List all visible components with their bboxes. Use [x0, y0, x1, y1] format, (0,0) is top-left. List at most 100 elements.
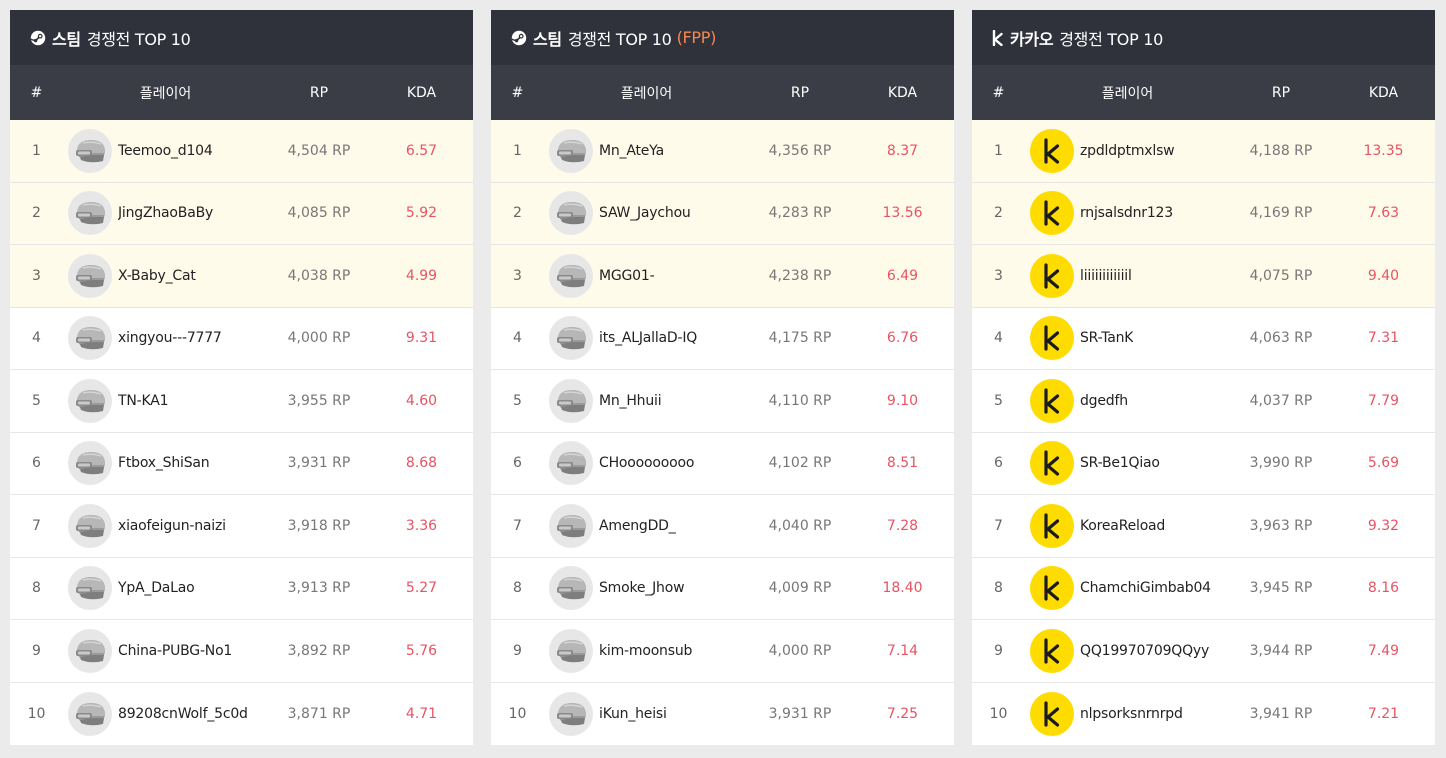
player-name[interactable]: dgedfh: [1080, 392, 1128, 409]
player-cell[interactable]: 89208cnWolf_5c0d: [63, 691, 268, 736]
player-name[interactable]: Ftbox_ShiSan: [118, 455, 210, 472]
player-cell[interactable]: YpA_DaLao: [63, 566, 268, 611]
player-cell[interactable]: Mn_AteYa: [544, 128, 749, 173]
player-name[interactable]: TN-KA1: [118, 392, 169, 409]
player-name[interactable]: ChamchiGimbab04: [1080, 580, 1211, 597]
player-cell[interactable]: KoreaReload: [1025, 503, 1230, 548]
rp-value: 3,944 RP: [1249, 642, 1313, 659]
table-row[interactable]: 7 AmengDD_ 4,040 RP 7.28: [491, 495, 954, 558]
player-name[interactable]: zpdldptmxlsw: [1080, 142, 1175, 159]
player-cell[interactable]: zpdldptmxlsw: [1025, 128, 1230, 173]
table-row[interactable]: 3 X-Baby_Cat 4,038 RP 4.99: [10, 245, 473, 308]
player-cell[interactable]: its_ALJallaD-IQ: [544, 316, 749, 361]
player-cell[interactable]: xiaofeigun-naizi: [63, 503, 268, 548]
player-name[interactable]: liiiiiiiiiiiil: [1080, 267, 1132, 284]
kda-value: 5.76: [405, 642, 438, 659]
player-cell[interactable]: xingyou---7777: [63, 316, 268, 361]
player-cell[interactable]: JingZhaoBaBy: [63, 191, 268, 236]
player-cell[interactable]: Ftbox_ShiSan: [63, 441, 268, 486]
mode-tag: (FPP): [676, 28, 717, 47]
player-name[interactable]: JingZhaoBaBy: [118, 205, 214, 222]
table-row[interactable]: 4 its_ALJallaD-IQ 4,175 RP 6.76: [491, 308, 954, 370]
table-row[interactable]: 8 Smoke_Jhow 4,009 RP 18.40: [491, 558, 954, 620]
player-name[interactable]: iKun_heisi: [599, 705, 667, 722]
table-row[interactable]: 7 KoreaReload 3,963 RP 9.32: [972, 495, 1435, 558]
player-cell[interactable]: iKun_heisi: [544, 691, 749, 736]
player-name[interactable]: CHooooooooo: [599, 455, 695, 472]
player-cell[interactable]: X-Baby_Cat: [63, 253, 268, 298]
player-cell[interactable]: nlpsorksnrnrpd: [1025, 691, 1230, 736]
player-name[interactable]: Mn_AteYa: [599, 142, 664, 159]
table-row[interactable]: 6 CHooooooooo 4,102 RP 8.51: [491, 433, 954, 495]
player-cell[interactable]: QQ19970709QQyy: [1025, 628, 1230, 673]
kakao-k-icon: [1030, 691, 1074, 736]
player-name[interactable]: rnjsalsdnr123: [1080, 205, 1173, 222]
player-cell[interactable]: SAW_Jaychou: [544, 191, 749, 236]
player-cell[interactable]: MGG01-: [544, 253, 749, 298]
player-cell[interactable]: TN-KA1: [63, 378, 268, 423]
player-name[interactable]: its_ALJallaD-IQ: [599, 330, 698, 347]
table-row[interactable]: 10 89208cnWolf_5c0d 3,871 RP 4.71: [10, 683, 473, 746]
player-cell[interactable]: AmengDD_: [544, 503, 749, 548]
player-cell[interactable]: ChamchiGimbab04: [1025, 566, 1230, 611]
player-name[interactable]: SAW_Jaychou: [599, 205, 691, 222]
table-row[interactable]: 10 nlpsorksnrnrpd 3,941 RP 7.21: [972, 683, 1435, 746]
table-row[interactable]: 9 China-PUBG-No1 3,892 RP 5.76: [10, 620, 473, 683]
player-name[interactable]: Smoke_Jhow: [599, 580, 685, 597]
table-row[interactable]: 10 iKun_heisi 3,931 RP 7.25: [491, 683, 954, 746]
player-name[interactable]: SR-TanK: [1080, 330, 1134, 347]
table-row[interactable]: 1 zpdldptmxlsw 4,188 RP 13.35: [972, 120, 1435, 183]
player-name[interactable]: xingyou---7777: [118, 330, 222, 347]
table-row[interactable]: 3 MGG01- 4,238 RP 6.49: [491, 245, 954, 308]
rp-value: 3,941 RP: [1249, 705, 1313, 722]
table-row[interactable]: 8 YpA_DaLao 3,913 RP 5.27: [10, 558, 473, 620]
table-row[interactable]: 2 JingZhaoBaBy 4,085 RP 5.92: [10, 182, 473, 245]
rp-value: 3,871 RP: [287, 705, 351, 722]
table-row[interactable]: 9 QQ19970709QQyy 3,944 RP 7.49: [972, 620, 1435, 683]
table-row[interactable]: 4 SR-TanK 4,063 RP 7.31: [972, 308, 1435, 370]
player-name[interactable]: X-Baby_Cat: [118, 267, 196, 284]
table-row[interactable]: 1 Teemoo_d104 4,504 RP 6.57: [10, 120, 473, 183]
rp-value: 4,085 RP: [287, 205, 351, 222]
player-name[interactable]: MGG01-: [599, 267, 655, 284]
helmet-icon: [549, 503, 593, 548]
table-row[interactable]: 5 dgedfh 4,037 RP 7.79: [972, 370, 1435, 433]
player-cell[interactable]: kim-moonsub: [544, 628, 749, 673]
table-row[interactable]: 5 Mn_Hhuii 4,110 RP 9.10: [491, 370, 954, 433]
table-row[interactable]: 7 xiaofeigun-naizi 3,918 RP 3.36: [10, 495, 473, 558]
player-cell[interactable]: SR-Be1Qiao: [1025, 441, 1230, 486]
table-row[interactable]: 2 SAW_Jaychou 4,283 RP 13.56: [491, 182, 954, 245]
table-row[interactable]: 3 liiiiiiiiiiiil 4,075 RP 9.40: [972, 245, 1435, 308]
kda-value: 7.79: [1367, 392, 1400, 409]
player-cell[interactable]: Mn_Hhuii: [544, 378, 749, 423]
player-name[interactable]: xiaofeigun-naizi: [118, 517, 226, 534]
player-name[interactable]: Teemoo_d104: [118, 142, 213, 159]
table-row[interactable]: 9 kim-moonsub 4,000 RP 7.14: [491, 620, 954, 683]
table-row[interactable]: 1 Mn_AteYa 4,356 RP 8.37: [491, 120, 954, 183]
player-name[interactable]: Mn_Hhuii: [599, 392, 662, 409]
table-row[interactable]: 4 xingyou---7777 4,000 RP 9.31: [10, 308, 473, 370]
player-name[interactable]: KoreaReload: [1080, 517, 1166, 534]
player-cell[interactable]: CHooooooooo: [544, 441, 749, 486]
table-row[interactable]: 5 TN-KA1 3,955 RP 4.60: [10, 370, 473, 433]
player-name[interactable]: China-PUBG-No1: [118, 642, 233, 659]
player-name[interactable]: AmengDD_: [599, 517, 676, 534]
table-row[interactable]: 8 ChamchiGimbab04 3,945 RP 8.16: [972, 558, 1435, 620]
player-cell[interactable]: liiiiiiiiiiiil: [1025, 253, 1230, 298]
player-name[interactable]: SR-Be1Qiao: [1080, 455, 1160, 472]
table-row[interactable]: 6 Ftbox_ShiSan 3,931 RP 8.68: [10, 433, 473, 495]
player-cell[interactable]: rnjsalsdnr123: [1025, 191, 1230, 236]
table-row[interactable]: 6 SR-Be1Qiao 3,990 RP 5.69: [972, 433, 1435, 495]
player-name[interactable]: YpA_DaLao: [118, 580, 195, 597]
player-name[interactable]: 89208cnWolf_5c0d: [118, 705, 248, 722]
player-cell[interactable]: Teemoo_d104: [63, 128, 268, 173]
player-name[interactable]: nlpsorksnrnrpd: [1080, 705, 1183, 722]
helmet-icon: [68, 128, 112, 173]
player-cell[interactable]: Smoke_Jhow: [544, 566, 749, 611]
table-row[interactable]: 2 rnjsalsdnr123 4,169 RP 7.63: [972, 182, 1435, 245]
player-name[interactable]: kim-moonsub: [599, 642, 693, 659]
player-cell[interactable]: China-PUBG-No1: [63, 628, 268, 673]
player-name[interactable]: QQ19970709QQyy: [1080, 642, 1210, 659]
player-cell[interactable]: SR-TanK: [1025, 316, 1230, 361]
player-cell[interactable]: dgedfh: [1025, 378, 1230, 423]
